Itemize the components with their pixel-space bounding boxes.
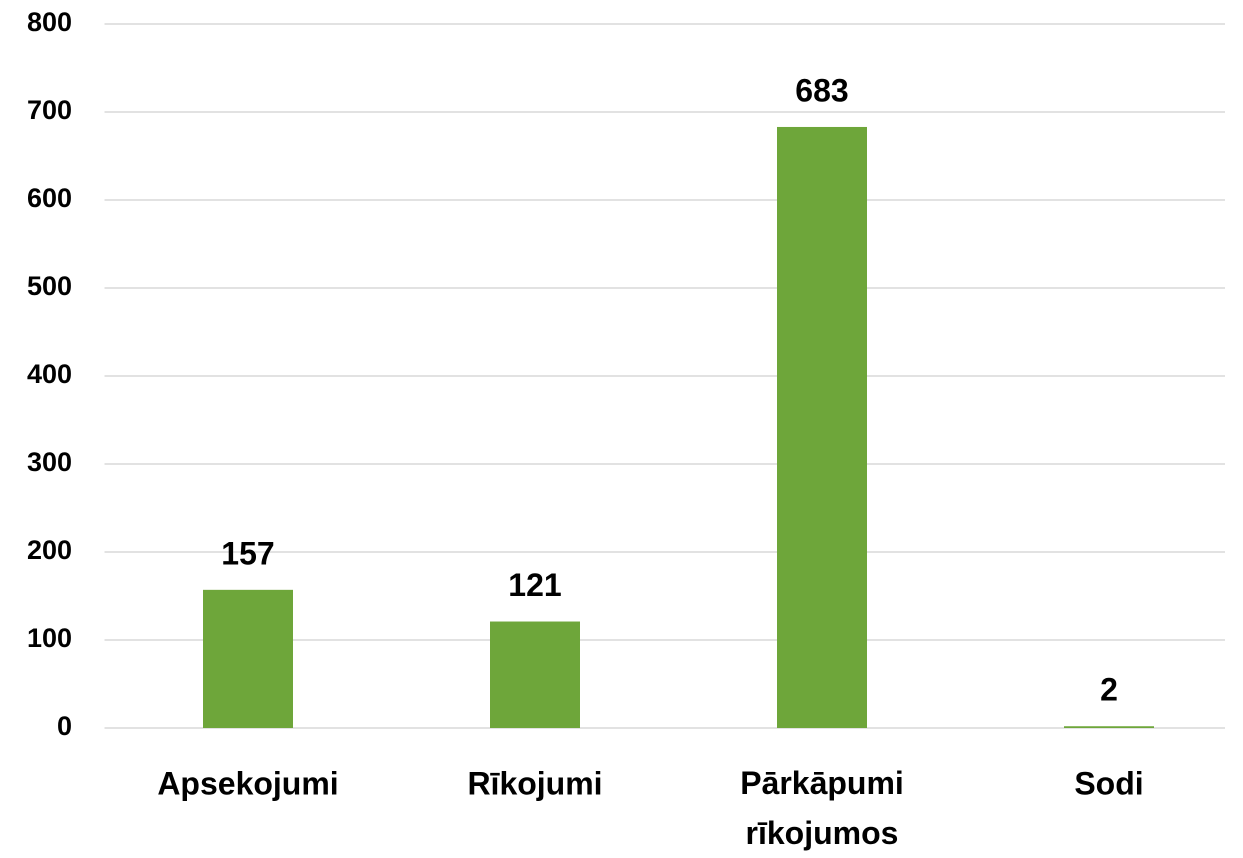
bar	[203, 589, 293, 728]
y-tick-label: 200	[27, 535, 72, 565]
y-tick-label: 0	[57, 711, 72, 741]
y-tick-label: 500	[27, 271, 72, 301]
data-label: 121	[508, 567, 561, 603]
bar	[777, 126, 867, 728]
y-tick-label: 100	[27, 623, 72, 653]
x-tick-label: Sodi	[1074, 765, 1143, 801]
y-tick-label: 700	[27, 95, 72, 125]
y-tick-label: 300	[27, 447, 72, 477]
x-tick-label: Pārkāpumi rīkojumos	[740, 765, 904, 851]
x-tick-label: Apsekojumi	[157, 765, 338, 801]
bar	[490, 621, 580, 728]
data-label: 683	[795, 72, 848, 108]
y-tick-label: 400	[27, 359, 72, 389]
x-tick-label: Rīkojumi	[467, 765, 602, 801]
data-label: 2	[1100, 672, 1118, 708]
y-tick-label: 800	[27, 7, 72, 37]
y-tick-label: 600	[27, 183, 72, 213]
data-label: 157	[221, 535, 274, 571]
bar	[1064, 726, 1154, 728]
